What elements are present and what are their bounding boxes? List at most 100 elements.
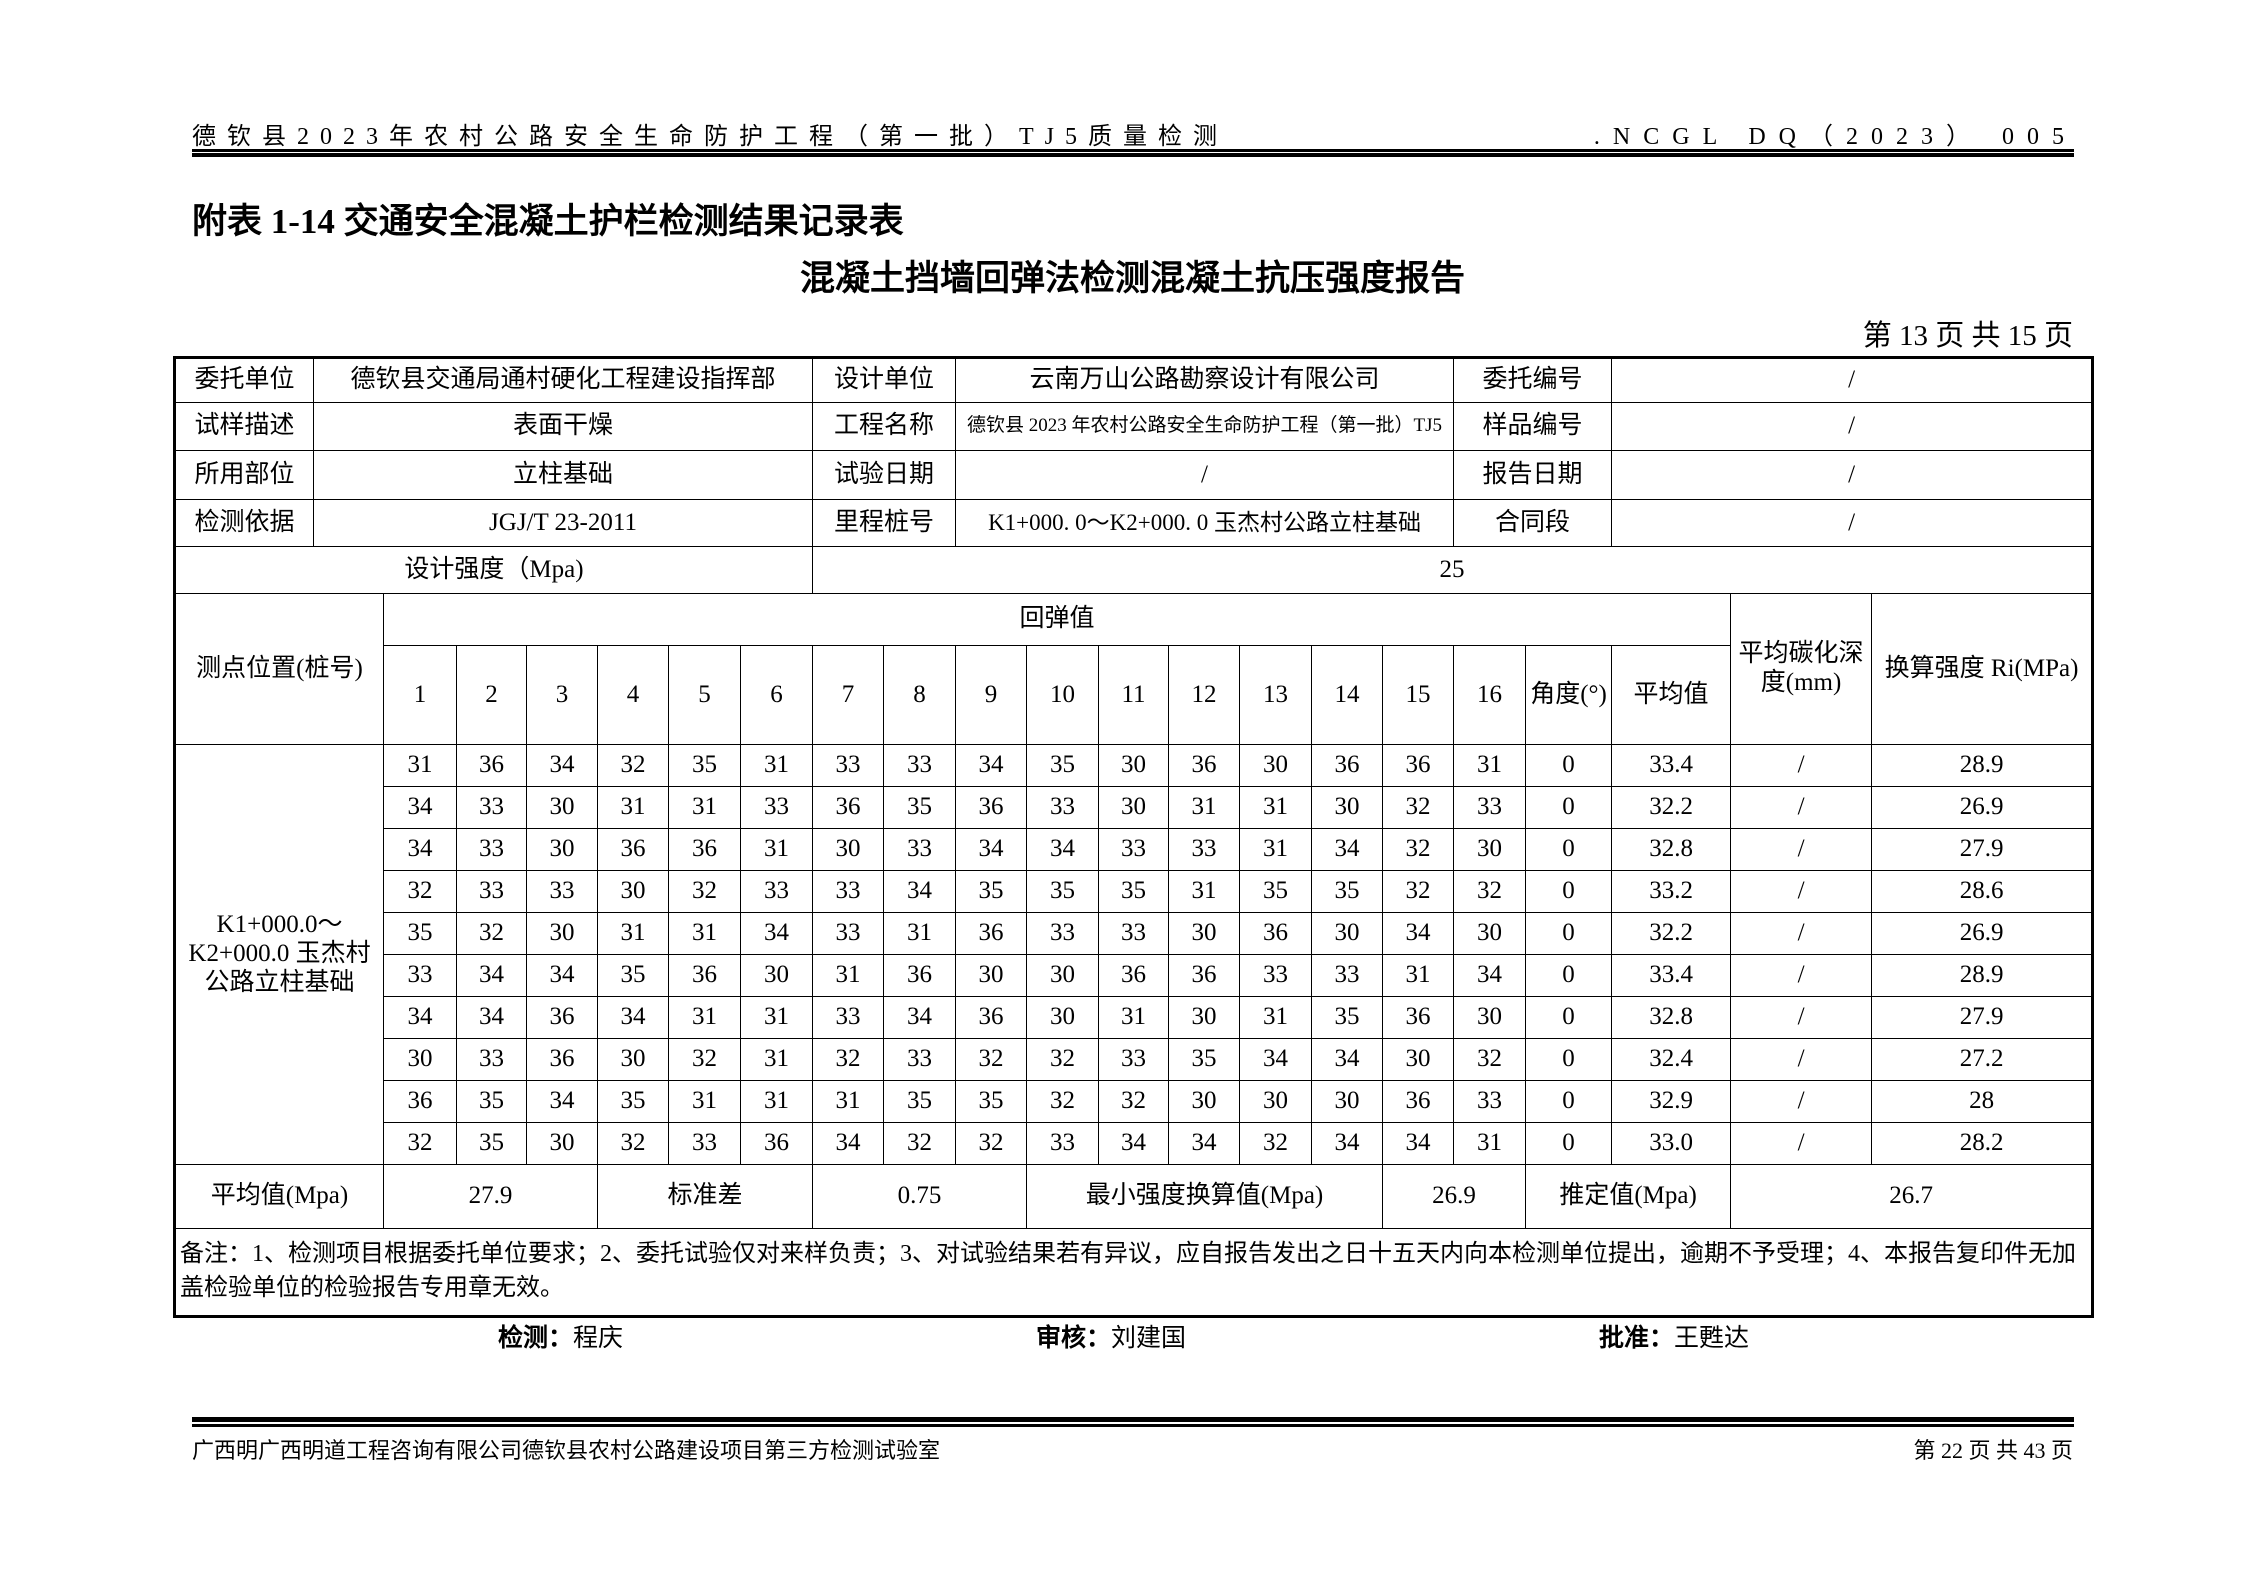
column-header: 5 bbox=[668, 645, 741, 745]
average-cell: 32.8 bbox=[1611, 828, 1732, 871]
rebound-cell: 31 bbox=[1168, 786, 1241, 829]
carbonation-cell: / bbox=[1730, 828, 1873, 871]
column-header: 7 bbox=[812, 645, 884, 745]
basis-label: 检测依据 bbox=[174, 499, 314, 547]
rebound-cell: 32 bbox=[1382, 870, 1455, 913]
project-value: 德钦县 2023 年农村公路安全生命防护工程（第一批）TJ5 bbox=[955, 402, 1455, 451]
contract-value: / bbox=[1611, 499, 2094, 547]
strength-cell: 28.9 bbox=[1871, 744, 2094, 787]
strength-cell: 27.9 bbox=[1871, 828, 2094, 871]
rebound-cell: 34 bbox=[1311, 1122, 1384, 1165]
rebound-cell: 31 bbox=[668, 786, 741, 829]
rebound-cell: 31 bbox=[740, 1080, 813, 1123]
angle-cell: 0 bbox=[1525, 954, 1613, 997]
contract-label: 合同段 bbox=[1453, 499, 1613, 547]
rebound-cell: 34 bbox=[882, 870, 957, 913]
rebound-cell: 36 bbox=[1168, 954, 1241, 997]
commission-no-value: / bbox=[1611, 357, 2094, 403]
rebound-cell: 30 bbox=[1098, 786, 1170, 829]
column-header: 10 bbox=[1026, 645, 1100, 745]
rebound-cell: 36 bbox=[955, 786, 1028, 829]
rebound-cell: 36 bbox=[1382, 996, 1455, 1039]
rebound-cell: 35 bbox=[1168, 1038, 1241, 1081]
column-header: 角度(°) bbox=[1525, 645, 1613, 745]
column-header: 3 bbox=[526, 645, 598, 745]
rebound-cell: 30 bbox=[526, 828, 598, 871]
angle-cell: 0 bbox=[1525, 912, 1613, 955]
rebound-cell: 33 bbox=[383, 954, 457, 997]
rebound-cell: 34 bbox=[882, 996, 957, 1039]
rebound-header: 回弹值 bbox=[382, 593, 1732, 646]
rebound-cell: 32 bbox=[597, 1122, 669, 1165]
rebound-cell: 33 bbox=[740, 786, 813, 829]
rebound-cell: 34 bbox=[812, 1122, 884, 1165]
rebound-cell: 36 bbox=[456, 744, 527, 787]
rebound-cell: 30 bbox=[597, 1038, 669, 1081]
rebound-cell: 33 bbox=[1026, 1122, 1100, 1165]
rebound-cell: 36 bbox=[955, 912, 1028, 955]
rebound-cell: 35 bbox=[882, 1080, 957, 1123]
rebound-cell: 33 bbox=[1098, 828, 1170, 871]
average-cell: 32.2 bbox=[1611, 912, 1732, 955]
rebound-cell: 34 bbox=[383, 828, 457, 871]
rebound-cell: 36 bbox=[597, 828, 669, 871]
report-date-value: / bbox=[1611, 450, 2094, 500]
rebound-cell: 32 bbox=[383, 1122, 457, 1165]
rebound-cell: 36 bbox=[526, 1038, 598, 1081]
rebound-cell: 31 bbox=[882, 912, 957, 955]
rebound-cell: 35 bbox=[597, 954, 669, 997]
rebound-cell: 31 bbox=[1239, 996, 1313, 1039]
rebound-cell: 34 bbox=[383, 996, 457, 1039]
rebound-cell: 32 bbox=[668, 870, 741, 913]
strength-cell: 28.6 bbox=[1871, 870, 2094, 913]
footer-rule bbox=[192, 1424, 2074, 1427]
rebound-cell: 33 bbox=[1026, 912, 1100, 955]
table-row: 34 33 30 31 31 33 36 35 36 33 30 31 31 30 32 33 0 32.2/26… bbox=[175, 786, 2094, 829]
rebound-cell: 30 bbox=[1168, 1080, 1241, 1123]
table-row: 30 33 36 30 32 31 32 33 32 32 33 35 34 34 30 32 0 32.4/27… bbox=[175, 1038, 2094, 1081]
design-strength-label: 设计强度（Mpa) bbox=[174, 546, 813, 594]
column-header: 16 bbox=[1453, 645, 1527, 745]
carbonation-cell: / bbox=[1730, 954, 1873, 997]
rebound-cell: 34 bbox=[1382, 912, 1455, 955]
rebound-cell: 32 bbox=[882, 1122, 957, 1165]
carbonation-cell: / bbox=[1730, 1080, 1873, 1123]
angle-cell: 0 bbox=[1525, 1122, 1613, 1165]
tester-name: 程庆 bbox=[573, 1325, 624, 1352]
footer-page-number: 第 22 页 共 43 页 bbox=[1913, 1438, 2073, 1463]
min-label: 最小强度换算值(Mpa) bbox=[1026, 1164, 1384, 1229]
table-row: 32 33 33 30 32 33 33 34 35 35 35 31 35 35 32 32 0 33.2/28… bbox=[175, 870, 2094, 913]
rebound-cell: 30 bbox=[1239, 744, 1313, 787]
rebound-cell: 32 bbox=[1453, 870, 1527, 913]
rebound-cell: 34 bbox=[1239, 1038, 1313, 1081]
rebound-cell: 32 bbox=[668, 1038, 741, 1081]
client-value: 德钦县交通局通村硬化工程建设指挥部 bbox=[313, 357, 813, 403]
carbonation-cell: / bbox=[1730, 786, 1873, 829]
column-header: 平均值 bbox=[1611, 645, 1732, 745]
rebound-cell: 30 bbox=[597, 870, 669, 913]
rebound-cell: 30 bbox=[1311, 912, 1384, 955]
rebound-cell: 33 bbox=[456, 828, 527, 871]
rebound-cell: 30 bbox=[1098, 744, 1170, 787]
rebound-cell: 30 bbox=[526, 1122, 598, 1165]
rebound-cell: 32 bbox=[1382, 786, 1455, 829]
mean-value: 27.9 bbox=[383, 1164, 598, 1229]
rebound-cell: 36 bbox=[955, 996, 1028, 1039]
rebound-cell: 33 bbox=[1453, 1080, 1527, 1123]
rebound-cell: 33 bbox=[1026, 786, 1100, 829]
angle-cell: 0 bbox=[1525, 870, 1613, 913]
rebound-cell: 33 bbox=[812, 870, 884, 913]
rebound-cell: 36 bbox=[812, 786, 884, 829]
designer-value: 云南万山公路勘察设计有限公司 bbox=[955, 357, 1455, 403]
rebound-cell: 32 bbox=[955, 1122, 1028, 1165]
rebound-cell: 33 bbox=[812, 744, 884, 787]
approver-label: 批准： bbox=[1599, 1325, 1675, 1352]
rebound-cell: 31 bbox=[1453, 1122, 1527, 1165]
sample-desc-label: 试样描述 bbox=[174, 402, 314, 451]
mileage-value: K1+000. 0～K2+000. 0 玉杰村公路立柱基础 bbox=[955, 499, 1455, 547]
carbonation-header: 平均碳化深度(mm) bbox=[1730, 593, 1873, 745]
rebound-cell: 30 bbox=[1453, 912, 1527, 955]
rebound-cell: 34 bbox=[1453, 954, 1527, 997]
rebound-cell: 34 bbox=[526, 744, 598, 787]
carbonation-cell: / bbox=[1730, 1038, 1873, 1081]
